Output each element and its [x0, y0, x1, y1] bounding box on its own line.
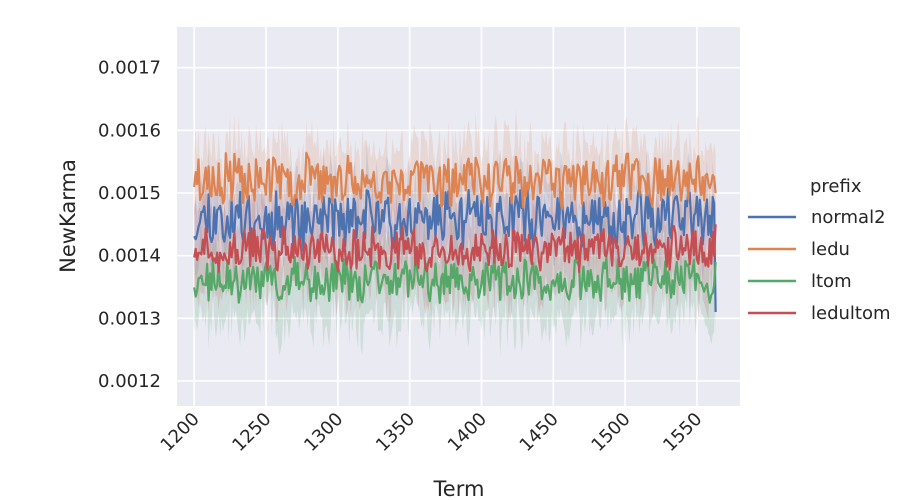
y-tick-labels: 0.0012 0.0013 0.0014 0.0015 0.0016 0.0017 [98, 58, 161, 392]
x-tick-label: 1500 [587, 409, 634, 456]
x-tick-label: 1550 [659, 409, 706, 456]
x-tick-label: 1200 [157, 409, 204, 456]
y-tick-label: 0.0015 [98, 183, 161, 204]
y-tick-label: 0.0017 [98, 58, 161, 79]
series-line-ltom [193, 255, 717, 304]
y-tick-label: 0.0016 [98, 120, 161, 141]
x-axis-label: Term [433, 477, 485, 500]
x-tick-label: 1400 [444, 409, 491, 456]
y-tick-label: 0.0012 [98, 371, 161, 392]
legend-label-normal2: normal2 [811, 207, 886, 228]
x-tick-label: 1300 [300, 409, 347, 456]
x-tick-label: 1250 [228, 409, 275, 456]
x-tick-label: 1450 [516, 409, 563, 456]
y-tick-label: 0.0014 [98, 246, 161, 267]
legend-label-ledultom: ledultom [811, 303, 891, 324]
legend-label-ledu: ledu [811, 239, 850, 260]
legend-title: prefix [810, 176, 862, 197]
y-axis-label: NewKarma [56, 159, 80, 273]
x-tick-labels: 1200 1250 1300 1350 1400 1450 1500 1550 [157, 409, 707, 456]
series-line-normal2 [193, 186, 717, 313]
x-tick-label: 1350 [372, 409, 419, 456]
series-line-ledultom [193, 224, 717, 273]
series-lines [193, 151, 717, 313]
series-line-ledu [193, 151, 717, 210]
legend-label-ltom: ltom [811, 271, 852, 292]
y-tick-label: 0.0013 [98, 308, 161, 329]
